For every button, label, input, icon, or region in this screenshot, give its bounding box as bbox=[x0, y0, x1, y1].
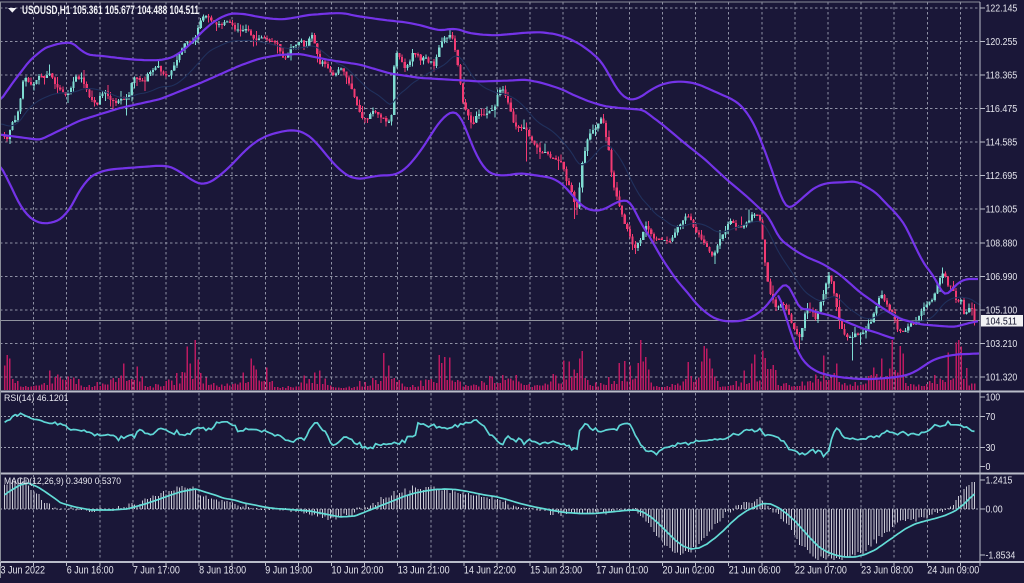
svg-text:3 Jun 2022: 3 Jun 2022 bbox=[1, 565, 46, 577]
svg-text:14 Jun 22:00: 14 Jun 22:00 bbox=[464, 565, 516, 577]
svg-text:RSI(14) 46.1201: RSI(14) 46.1201 bbox=[4, 393, 69, 404]
svg-text:9 Jun 19:00: 9 Jun 19:00 bbox=[265, 565, 312, 577]
svg-text:1.2415: 1.2415 bbox=[986, 475, 1013, 486]
svg-text:103.210: 103.210 bbox=[986, 339, 1018, 350]
svg-text:MACD(12,26,9) 0.3490 0.5370: MACD(12,26,9) 0.3490 0.5370 bbox=[4, 476, 121, 487]
svg-text:108.880: 108.880 bbox=[986, 239, 1018, 250]
svg-text:30: 30 bbox=[986, 443, 996, 454]
svg-text:106.990: 106.990 bbox=[986, 272, 1018, 283]
svg-text:0: 0 bbox=[986, 462, 991, 473]
svg-text:101.320: 101.320 bbox=[986, 373, 1018, 384]
svg-text:70: 70 bbox=[986, 412, 996, 423]
svg-text:122.145: 122.145 bbox=[986, 4, 1018, 15]
svg-text:104.511: 104.511 bbox=[986, 317, 1018, 328]
svg-text:6 Jun 16:00: 6 Jun 16:00 bbox=[67, 565, 114, 577]
svg-text:13 Jun 21:00: 13 Jun 21:00 bbox=[398, 565, 450, 577]
svg-text:21 Jun 06:00: 21 Jun 06:00 bbox=[729, 565, 781, 577]
svg-text:100: 100 bbox=[986, 393, 1001, 404]
svg-text:17 Jun 01:00: 17 Jun 01:00 bbox=[596, 565, 648, 577]
svg-text:23 Jun 08:00: 23 Jun 08:00 bbox=[861, 565, 913, 577]
svg-text:20 Jun 02:00: 20 Jun 02:00 bbox=[663, 565, 715, 577]
svg-text:114.585: 114.585 bbox=[986, 138, 1018, 149]
svg-text:116.475: 116.475 bbox=[986, 104, 1018, 115]
svg-text:22 Jun 07:00: 22 Jun 07:00 bbox=[795, 565, 847, 577]
svg-text:24 Jun 09:00: 24 Jun 09:00 bbox=[927, 565, 979, 577]
svg-text:110.805: 110.805 bbox=[986, 205, 1018, 216]
svg-text:0.00: 0.00 bbox=[986, 505, 1003, 516]
svg-text:10 Jun 20:00: 10 Jun 20:00 bbox=[332, 565, 384, 577]
svg-text:112.695: 112.695 bbox=[986, 171, 1018, 182]
svg-text:120.255: 120.255 bbox=[986, 37, 1018, 48]
svg-text:105.100: 105.100 bbox=[986, 306, 1018, 317]
svg-text:-1.8534: -1.8534 bbox=[986, 551, 1016, 562]
svg-text:15 Jun 23:00: 15 Jun 23:00 bbox=[530, 565, 582, 577]
svg-text:118.365: 118.365 bbox=[986, 71, 1018, 82]
svg-text:7 Jun 17:00: 7 Jun 17:00 bbox=[133, 565, 180, 577]
svg-text:8 Jun 18:00: 8 Jun 18:00 bbox=[199, 565, 246, 577]
svg-text:USOUSD,H1 105.361 105.677 104: USOUSD,H1 105.361 105.677 104.488 104.51… bbox=[22, 5, 199, 17]
